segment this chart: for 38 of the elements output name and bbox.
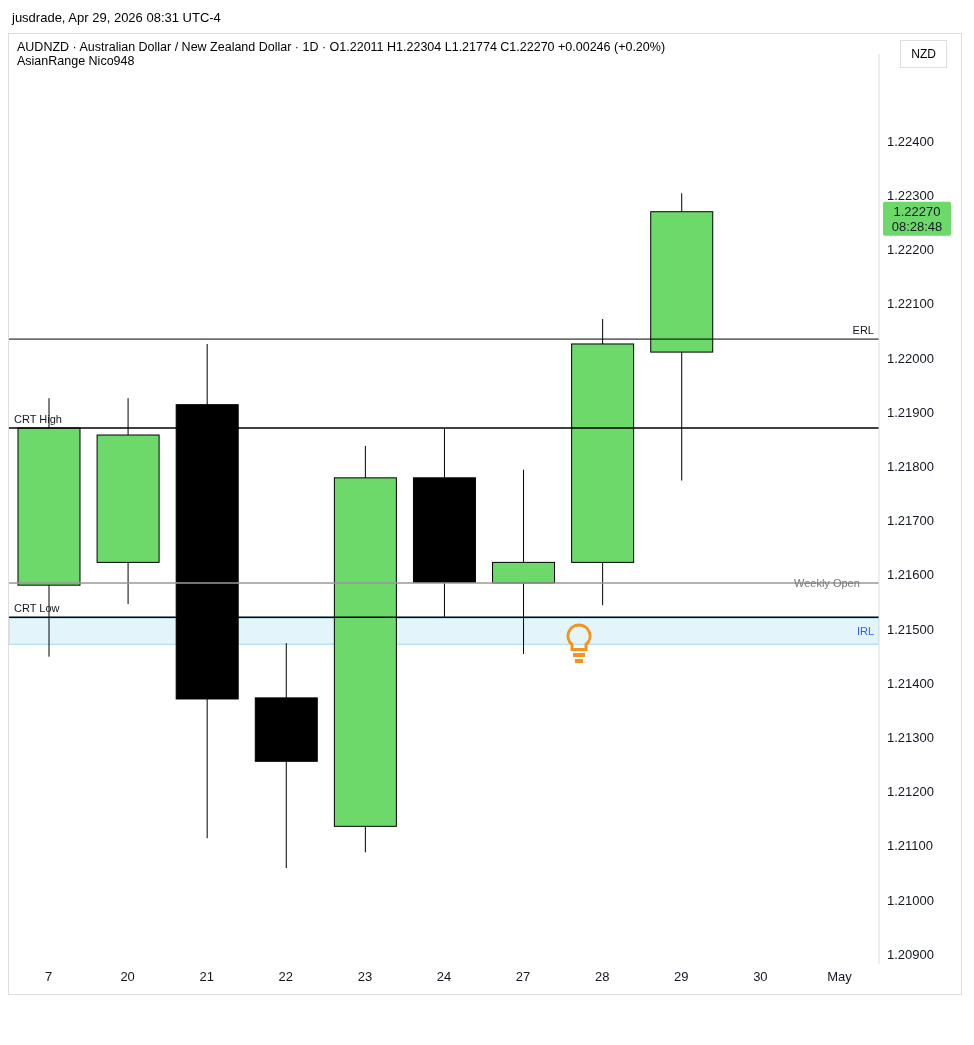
y-tick-label: 1.21300 xyxy=(887,730,934,746)
y-tick-label: 1.21900 xyxy=(887,404,934,420)
y-tick-label: 1.21400 xyxy=(887,675,934,691)
ref-line-label: CRT High xyxy=(14,412,62,425)
chart-subtitle: AsianRange Nico948 xyxy=(17,54,136,68)
ref-line-label: CRT Low xyxy=(14,602,60,615)
y-tick-label: 1.22100 xyxy=(887,296,934,312)
x-tick-label: 23 xyxy=(357,969,373,985)
text: 08:28:48 xyxy=(891,218,943,234)
x-tick-label: 30 xyxy=(753,969,768,985)
ref-line-label: Weekly Open xyxy=(794,576,860,589)
y-tick-label: 1.21500 xyxy=(887,621,934,637)
y-tick-label: 1.22400 xyxy=(887,133,934,149)
text: 1.22270 xyxy=(893,203,941,219)
x-tick-label: 29 xyxy=(674,969,689,985)
y-tick-label: 1.22300 xyxy=(887,188,934,204)
x-tick-label: 7 xyxy=(44,969,53,985)
x-tick-label: May xyxy=(827,969,853,985)
y-tick-label: 1.21100 xyxy=(887,838,934,854)
y-tick-label: 1.20900 xyxy=(887,946,934,962)
y-tick-label: 1.21200 xyxy=(887,784,934,800)
x-tick-label: 21 xyxy=(199,969,214,985)
y-tick-label: 1.22200 xyxy=(887,242,934,258)
y-tick-label: 1.22000 xyxy=(887,350,934,366)
y-tick-label: 1.21700 xyxy=(887,513,934,529)
text: jusdrade, Apr 29, 2026 08:31 UTC-4 xyxy=(10,9,222,27)
chart-title: AUDNZD · Australian Dollar / New Zealand Dollar · 1D · O1.22011 H1.22304 L1.21774 C1.22270 +0.00246 (+0.20%) xyxy=(17,40,666,54)
y-tick-label: 1.21600 xyxy=(887,567,934,583)
y-tick-label: 1.21800 xyxy=(887,459,934,475)
x-tick-label: 24 xyxy=(436,969,452,985)
x-tick-label: 22 xyxy=(278,969,294,985)
x-tick-label: 20 xyxy=(120,969,135,985)
y-tick-label: 1.21000 xyxy=(887,892,934,908)
x-tick-label: 27 xyxy=(515,969,531,985)
y-axis-title: NZD xyxy=(900,40,947,68)
ref-line-label: ERL xyxy=(852,324,874,337)
band-label: IRL xyxy=(856,625,874,638)
x-tick-label: 28 xyxy=(594,969,610,985)
